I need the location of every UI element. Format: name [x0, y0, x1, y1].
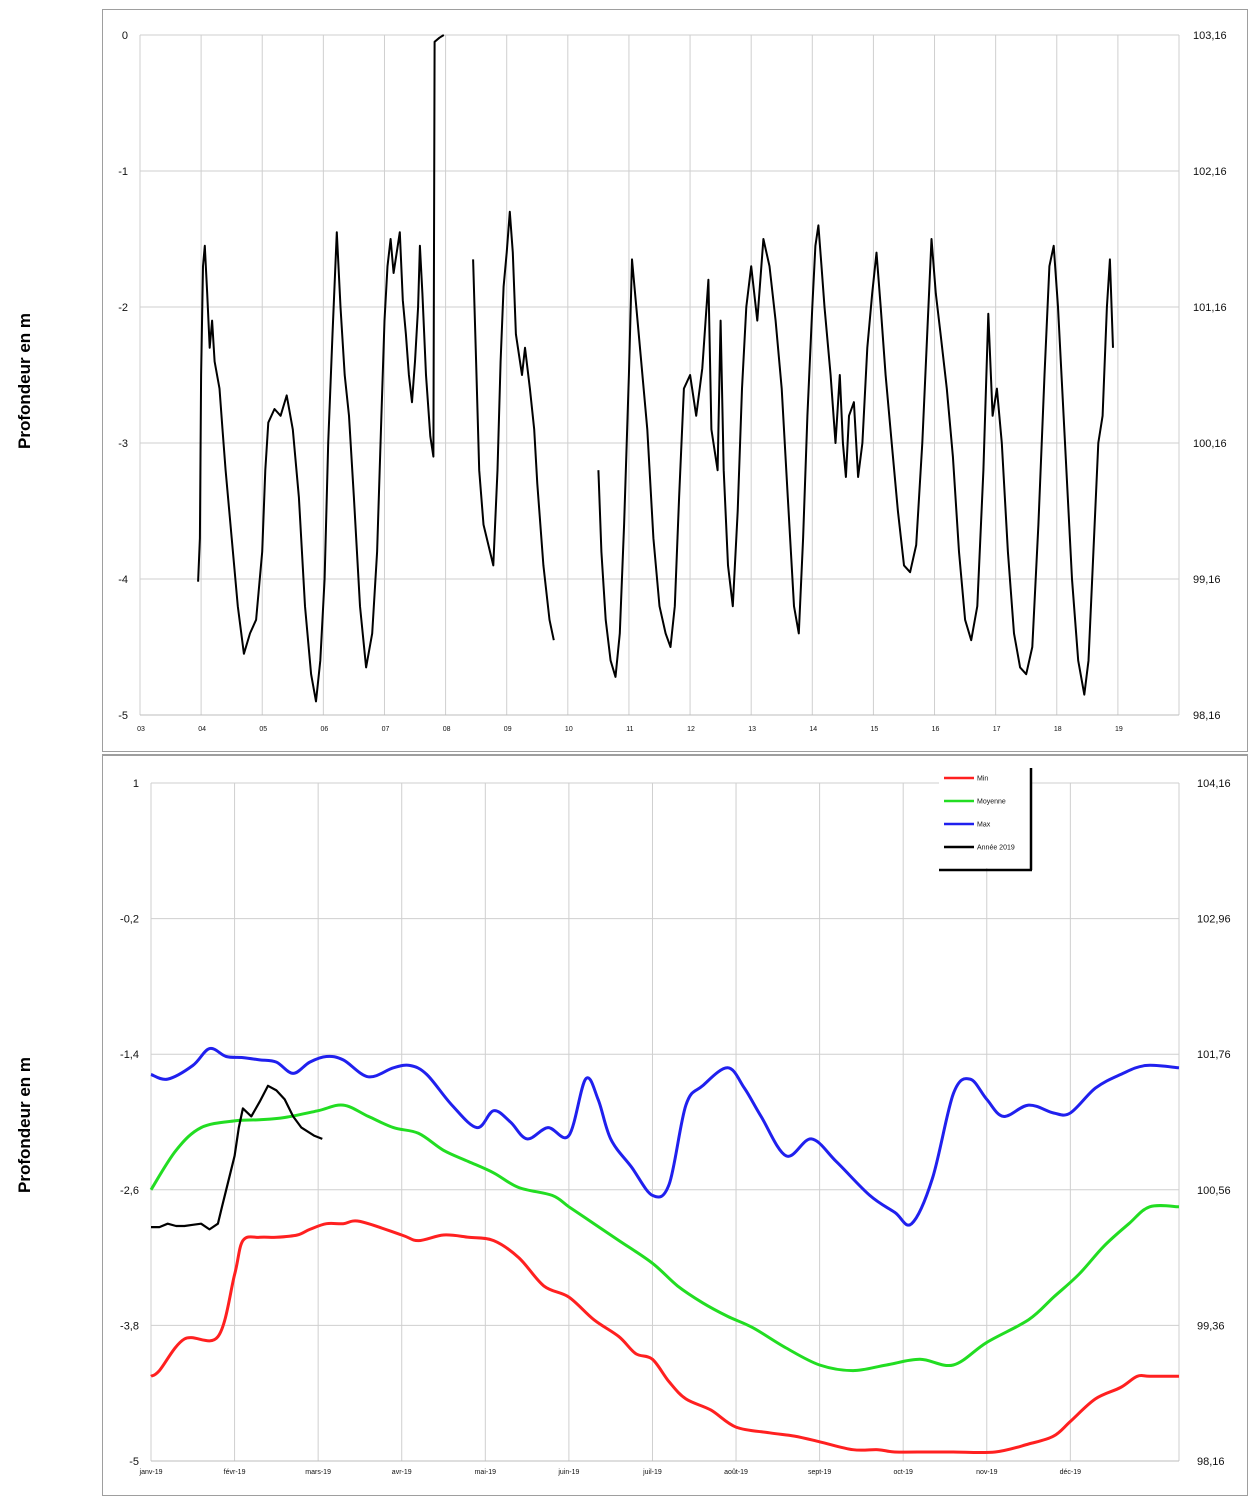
y2-tick-label: 99,16	[1193, 574, 1221, 586]
x-tick-label: août-19	[724, 1469, 748, 1476]
y2-tick-label: 100,16	[1193, 438, 1227, 450]
x-tick-label: oct-19	[893, 1469, 913, 1476]
x-tick-label: janv-19	[139, 1469, 163, 1476]
y2-tick-label: 104,16	[1197, 778, 1231, 790]
y2-tick-label: 103,16	[1193, 30, 1227, 42]
y2-tick-label: 98,16	[1197, 1456, 1225, 1468]
x-tick-label: 12	[687, 726, 695, 733]
y-axis-title-top-text: Profondeur en m	[15, 312, 34, 449]
y-tick-label: -3,8	[120, 1320, 139, 1332]
y-tick-label: -2	[118, 302, 128, 314]
x-tick-label: 14	[809, 726, 817, 733]
y-tick-label: -5	[118, 710, 128, 722]
x-tick-label: 19	[1115, 726, 1123, 733]
chart-bottom: 1 104,16 -0,2 102,96 -1,4 101,76 -2,6 100,56 -3,…	[120, 768, 1231, 1476]
x-tick-label: avr-19	[392, 1469, 412, 1476]
x-tick-label: 17	[993, 726, 1001, 733]
y-tick-label: -5	[129, 1456, 139, 1468]
x-tick-label: 07	[382, 726, 390, 733]
y-axis-title-bottom: Profondeur en m	[0, 754, 50, 1496]
y-tick-label: 0	[122, 30, 128, 42]
y2-tick-label: 102,96	[1197, 914, 1231, 926]
series-line-groundwater-depth	[197, 34, 445, 703]
x-tick-label: mars-19	[305, 1469, 331, 1476]
series-line-moyenne	[149, 1103, 1180, 1373]
series-line-min	[150, 1219, 1179, 1455]
x-tick-label: févr-19	[224, 1469, 246, 1476]
x-tick-label: 05	[259, 726, 267, 733]
x-tick-label: mai-19	[475, 1469, 497, 1476]
x-tick-label: 13	[748, 726, 756, 733]
x-tick-label: nov-19	[976, 1469, 998, 1476]
y-tick-label: -0,2	[120, 914, 139, 926]
y-tick-label: 1	[133, 778, 139, 790]
x-tick-label: juil-19	[642, 1469, 662, 1476]
series-line-groundwater-depth	[597, 224, 1114, 696]
y-tick-label: -1	[118, 166, 128, 178]
y-tick-label: -4	[118, 574, 128, 586]
chart-bottom-frame: 1 104,16 -0,2 102,96 -1,4 101,76 -2,6 100,56 -3,…	[102, 754, 1248, 1496]
legend-box	[939, 768, 1031, 868]
x-tick-label: 18	[1054, 726, 1062, 733]
x-tick-label: 11	[626, 726, 633, 733]
y-tick-label: -3	[118, 438, 128, 450]
series-line-annee-2019	[151, 1084, 323, 1231]
y-tick-label: -1,4	[120, 1049, 139, 1061]
series-line-groundwater-depth	[472, 210, 555, 641]
x-tick-label: 15	[871, 726, 879, 733]
y-axis-title-top: Profondeur en m	[0, 9, 50, 752]
x-tick-label: 10	[565, 726, 573, 733]
y2-tick-label: 98,16	[1193, 710, 1221, 722]
x-tick-label: juin-19	[557, 1469, 579, 1476]
y2-tick-label: 101,16	[1193, 302, 1227, 314]
x-tick-label: 03	[137, 726, 145, 733]
y-axis-title-bottom-text: Profondeur en m	[15, 1056, 34, 1194]
x-tick-label: sept-19	[808, 1469, 831, 1476]
legend: Min Moyenne Max Année 2019	[939, 768, 1033, 872]
x-tick-label: 09	[504, 726, 512, 733]
x-tick-label: déc-19	[1060, 1469, 1082, 1476]
series-line-max	[150, 1046, 1180, 1227]
chart-top-frame: 0 103,16 -1 102,16 -2 101,16 -3 100,16 -4 99,16 -5…	[102, 9, 1248, 752]
y2-tick-label: 100,56	[1197, 1185, 1231, 1197]
y-tick-label: -2,6	[120, 1185, 139, 1197]
legend-label: Min	[977, 776, 988, 783]
y2-tick-label: 102,16	[1193, 166, 1227, 178]
x-tick-label: 08	[443, 726, 451, 733]
x-tick-label: 06	[320, 726, 328, 733]
x-tick-label: 04	[198, 726, 206, 733]
x-tick-label: 16	[932, 726, 940, 733]
y2-tick-label: 101,76	[1197, 1049, 1231, 1061]
legend-label: Année 2019	[977, 845, 1015, 852]
legend-label: Max	[977, 822, 991, 829]
y2-tick-label: 99,36	[1197, 1320, 1225, 1332]
legend-label: Moyenne	[977, 799, 1006, 806]
chart-top: 0 103,16 -1 102,16 -2 101,16 -3 100,16 -4 99,16 -5…	[118, 30, 1227, 733]
